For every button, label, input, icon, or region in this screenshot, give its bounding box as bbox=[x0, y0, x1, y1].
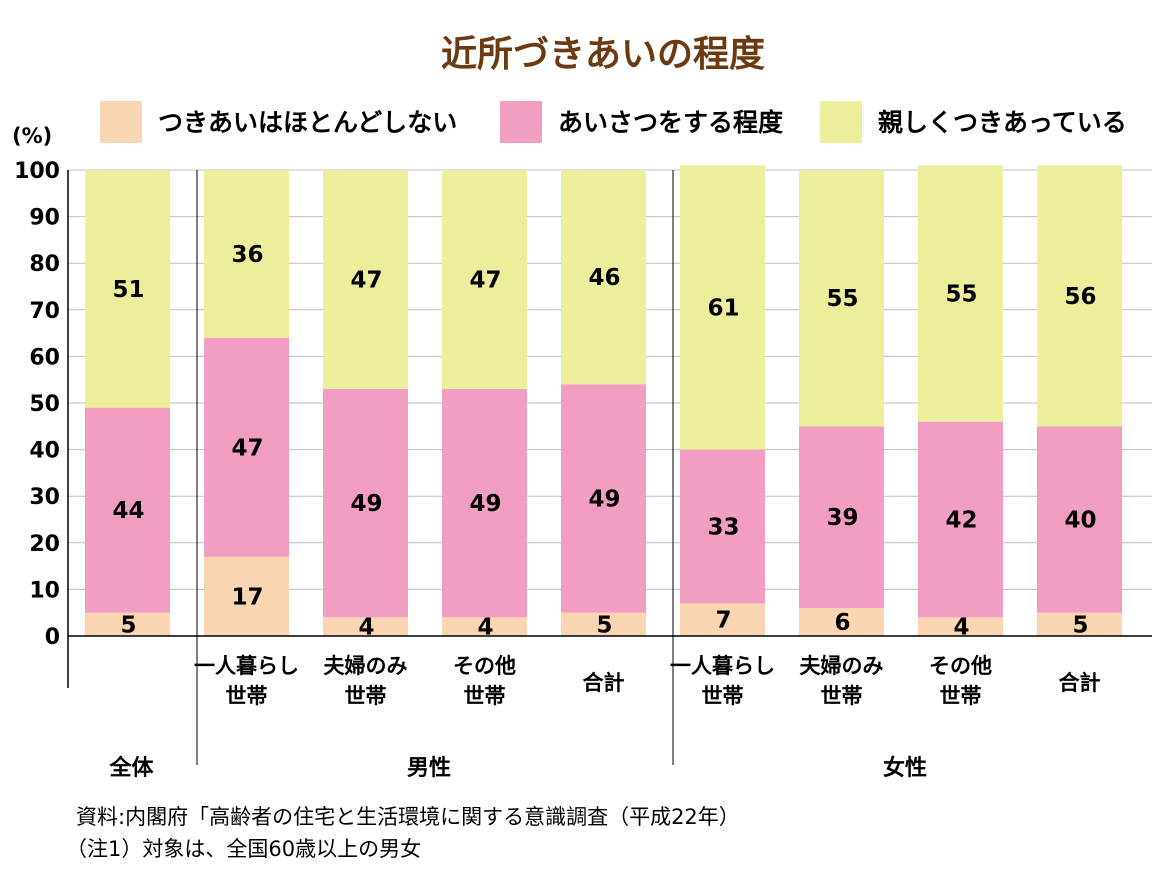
bar-segment-s0-c6 bbox=[799, 608, 884, 636]
data-label-s1-c5: 33 bbox=[707, 514, 739, 540]
data-label-s0-c7: 4 bbox=[953, 615, 969, 641]
bar-segment-s2-c4 bbox=[561, 170, 646, 385]
bar-segment-s2-c8 bbox=[1037, 165, 1122, 427]
category-label-5-line2: 世帯 bbox=[702, 684, 744, 708]
source-note: 資料:内閣府「高齢者の住宅と生活環境に関する意識調査（平成22年） bbox=[76, 805, 740, 829]
bar-segment-s2-c5 bbox=[680, 165, 765, 450]
y-tick-labels: 0 10 20 30 40 50 60 70 80 90 100 bbox=[14, 159, 60, 650]
y-tick-label-70: 70 bbox=[29, 299, 60, 324]
y-tick-label-10: 10 bbox=[29, 578, 60, 603]
footnote: （注1）対象は、全国60歳以上の男女 bbox=[66, 837, 421, 861]
y-tick-label-30: 30 bbox=[29, 485, 60, 510]
category-label-2-line1: 夫婦のみ bbox=[324, 654, 408, 678]
bar-segment-s0-c8 bbox=[1037, 612, 1122, 636]
bar-segment-s1-c1 bbox=[204, 337, 289, 557]
bar-segment-s1-c6 bbox=[799, 426, 884, 609]
data-label-s2-c0: 51 bbox=[112, 277, 144, 303]
category-label-4: 合計 bbox=[583, 671, 625, 695]
data-label-s2-c7: 55 bbox=[945, 281, 977, 307]
y-tick-label-40: 40 bbox=[29, 439, 60, 464]
bar-segment-s1-c8 bbox=[1037, 426, 1122, 613]
y-tick-label-20: 20 bbox=[29, 532, 60, 557]
y-tick-label-100: 100 bbox=[14, 159, 60, 184]
data-label-s1-c6: 39 bbox=[826, 505, 858, 531]
bar-segment-s2-c6 bbox=[799, 170, 884, 427]
data-label-s0-c5: 7 bbox=[715, 608, 731, 634]
category-label-5-line1: 一人暮らし bbox=[670, 654, 775, 678]
legend: つきあいはほとんどしない あいさつをする程度 親しくつきあっている bbox=[100, 101, 1127, 143]
group-label-0: 全体 bbox=[108, 755, 154, 781]
category-label-2-line2: 世帯 bbox=[345, 684, 387, 708]
bar-segment-s0-c2 bbox=[323, 617, 408, 636]
y-tick-label-60: 60 bbox=[29, 345, 60, 370]
data-label-s1-c1: 47 bbox=[231, 435, 263, 461]
data-label-s0-c3: 4 bbox=[477, 615, 493, 641]
bar-segment-s1-c4 bbox=[561, 384, 646, 613]
bar-segment-s0-c0 bbox=[85, 612, 170, 636]
category-label-3-line2: 世帯 bbox=[464, 684, 506, 708]
legend-label-2: 親しくつきあっている bbox=[878, 108, 1127, 137]
data-label-s0-c1: 17 bbox=[231, 584, 263, 610]
legend-swatch-0 bbox=[100, 101, 142, 143]
category-label-3-line1: その他 bbox=[453, 654, 516, 678]
legend-swatch-1 bbox=[500, 101, 542, 143]
category-label-7-line1: その他 bbox=[929, 654, 992, 678]
data-label-s1-c4: 49 bbox=[588, 487, 620, 513]
data-label-s2-c1: 36 bbox=[231, 242, 263, 268]
data-label-s0-c0: 5 bbox=[120, 612, 136, 638]
bar-segment-s1-c7 bbox=[918, 421, 1003, 618]
data-label-s2-c6: 55 bbox=[826, 286, 858, 312]
data-label-s2-c4: 46 bbox=[588, 265, 620, 291]
data-label-s1-c2: 49 bbox=[350, 491, 382, 517]
legend-label-0: つきあいはほとんどしない bbox=[158, 108, 457, 137]
group-label-1: 男性 bbox=[407, 756, 451, 781]
group-label-2: 女性 bbox=[883, 755, 927, 781]
data-label-s1-c3: 49 bbox=[469, 491, 501, 517]
legend-label-1: あいさつをする程度 bbox=[558, 108, 783, 137]
y-axis-unit-label: (%) bbox=[12, 124, 52, 148]
bar-segment-s1-c5 bbox=[680, 449, 765, 604]
data-label-s0-c4: 5 bbox=[596, 612, 612, 638]
data-label-s1-c8: 40 bbox=[1064, 508, 1096, 534]
data-label-s2-c2: 47 bbox=[350, 268, 382, 294]
y-tick-label-80: 80 bbox=[29, 252, 60, 277]
data-label-s0-c2: 4 bbox=[358, 615, 374, 641]
bar-segment-s0-c3 bbox=[442, 617, 527, 636]
data-label-s0-c8: 5 bbox=[1072, 612, 1088, 638]
bar-segment-s0-c7 bbox=[918, 617, 1003, 636]
bar-segment-s2-c1 bbox=[204, 170, 289, 338]
bar-segment-s2-c0 bbox=[85, 170, 170, 408]
bar-segment-s1-c3 bbox=[442, 389, 527, 618]
data-label-s1-c7: 42 bbox=[945, 508, 977, 534]
data-label-s2-c3: 47 bbox=[469, 268, 501, 294]
bar-segment-s1-c0 bbox=[85, 407, 170, 613]
bar-segment-s0-c4 bbox=[561, 612, 646, 636]
y-tick-label-90: 90 bbox=[29, 206, 60, 231]
bar-segment-s0-c1 bbox=[204, 556, 289, 636]
data-label-s2-c8: 56 bbox=[1064, 284, 1096, 310]
group-labels: 全体 男性 女性 bbox=[108, 755, 927, 781]
data-label-s2-c5: 61 bbox=[707, 295, 739, 321]
category-label-8: 合計 bbox=[1059, 671, 1101, 695]
data-label-s1-c0: 44 bbox=[112, 498, 144, 524]
data-label-s0-c6: 6 bbox=[834, 610, 850, 636]
bar-segment-s0-c5 bbox=[680, 603, 765, 636]
legend-swatch-2 bbox=[820, 101, 862, 143]
category-label-1-line2: 世帯 bbox=[226, 684, 268, 708]
category-label-7-line2: 世帯 bbox=[940, 684, 982, 708]
axes bbox=[67, 170, 1152, 765]
y-tick-label-50: 50 bbox=[29, 392, 60, 417]
category-label-6-line2: 世帯 bbox=[821, 684, 863, 708]
bars: 5 44 51 17 47 36 4 49 47 4 49 47 5 49 46 7 33 61 6 39 55 4 42 5… bbox=[85, 165, 1122, 641]
category-label-1-line1: 一人暮らし bbox=[194, 654, 299, 678]
category-label-6-line1: 夫婦のみ bbox=[800, 654, 884, 678]
bar-segment-s2-c3 bbox=[442, 170, 527, 390]
bar-segment-s2-c7 bbox=[918, 165, 1003, 422]
y-tick-label-0: 0 bbox=[45, 625, 60, 650]
chart-title: 近所づきあいの程度 bbox=[441, 34, 765, 75]
bar-segment-s1-c2 bbox=[323, 389, 408, 618]
bar-segment-s2-c2 bbox=[323, 170, 408, 390]
